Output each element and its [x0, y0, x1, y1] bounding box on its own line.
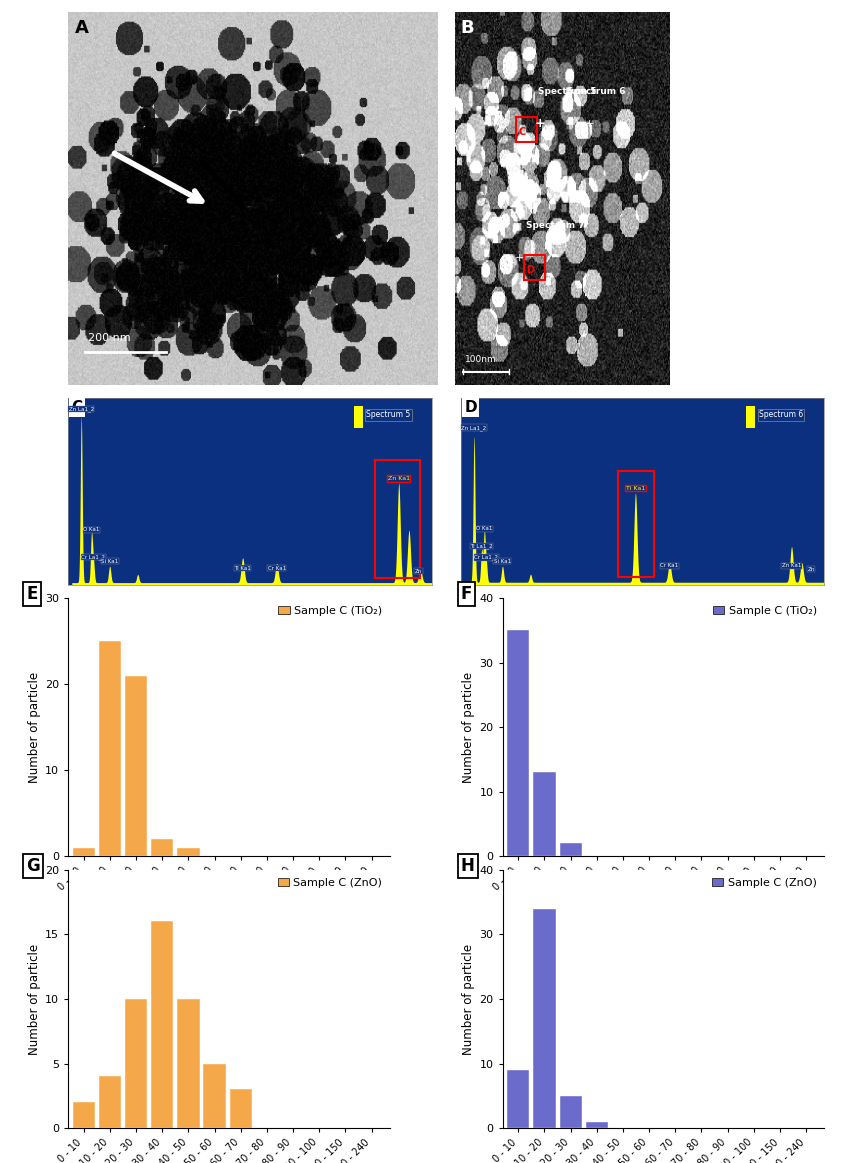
X-axis label: Short axis  (nm): Short axis (nm) [614, 909, 714, 922]
Bar [524, 256, 545, 280]
Bar [203, 1063, 226, 1128]
Text: Spectrum 7: Spectrum 7 [525, 221, 584, 230]
Bar [72, 848, 95, 856]
Y-axis label: Number of particle: Number of particle [462, 672, 475, 783]
Text: Spectrum 6: Spectrum 6 [567, 87, 626, 95]
Text: Cr La1_2: Cr La1_2 [82, 554, 105, 559]
Bar [178, 999, 200, 1128]
Bar [151, 921, 173, 1128]
Legend: Sample C (ZnO): Sample C (ZnO) [710, 876, 819, 890]
Text: 100nm: 100nm [465, 356, 497, 364]
Text: Cr La1_2: Cr La1_2 [474, 555, 498, 561]
Text: +: + [585, 119, 594, 129]
Text: Ti Ka1: Ti Ka1 [626, 486, 645, 491]
Y-axis label: Number of particle: Number of particle [28, 672, 41, 783]
Text: D: D [526, 265, 535, 274]
Bar [516, 117, 537, 142]
X-axis label: Long axis  (nm): Long axis (nm) [180, 909, 277, 922]
Text: Cr Ka1: Cr Ka1 [268, 566, 286, 571]
Text: Zn Ka1: Zn Ka1 [782, 563, 802, 569]
Bar [99, 1077, 121, 1128]
Text: Zn La1_2: Zn La1_2 [462, 424, 487, 430]
Y-axis label: Number of particle: Number of particle [28, 943, 41, 1055]
Bar [230, 1090, 252, 1128]
Text: Spectrum 5: Spectrum 5 [366, 411, 411, 420]
Y-axis label: cps/eV: cps/eV [438, 477, 447, 506]
Text: 200 nm: 200 nm [88, 333, 131, 343]
Bar [507, 1070, 530, 1128]
Y-axis label: Number of particle: Number of particle [462, 943, 475, 1055]
Bar [375, 461, 421, 578]
Bar [151, 840, 173, 856]
Text: F: F [461, 585, 472, 604]
Legend: Sample C (TiO₂): Sample C (TiO₂) [276, 604, 384, 618]
Bar [533, 908, 556, 1128]
Bar [746, 406, 756, 428]
Text: H: H [461, 857, 474, 875]
Legend: Sample C (ZnO): Sample C (ZnO) [275, 876, 384, 890]
Text: +: + [515, 252, 524, 263]
Bar [99, 641, 121, 856]
Text: Spectrum 5: Spectrum 5 [538, 87, 597, 95]
Text: D: D [464, 400, 477, 415]
Text: Si Ka1: Si Ka1 [494, 558, 511, 564]
Text: Si Ka1: Si Ka1 [101, 559, 118, 564]
Text: +: + [535, 117, 546, 130]
Text: Ti Ka1: Ti Ka1 [235, 566, 251, 571]
Text: Zn La1_2: Zn La1_2 [69, 406, 94, 412]
Text: Ti La1_2: Ti La1_2 [470, 543, 493, 549]
Text: G: G [26, 857, 40, 875]
Text: Spectrum 6: Spectrum 6 [759, 411, 803, 420]
Text: Zn: Zn [415, 569, 422, 573]
Text: Cr Ka1: Cr Ka1 [660, 563, 678, 569]
Bar [559, 843, 581, 856]
Bar [125, 999, 147, 1128]
Bar [533, 772, 556, 856]
Legend: Sample C (TiO₂): Sample C (TiO₂) [711, 604, 819, 618]
Bar [178, 848, 200, 856]
Text: C: C [518, 127, 526, 137]
Y-axis label: cps/eV: cps/eV [45, 477, 54, 506]
Bar [125, 676, 147, 856]
Bar [72, 1103, 95, 1128]
Text: O Ka1: O Ka1 [83, 527, 99, 533]
Text: O Ka1: O Ka1 [476, 526, 492, 531]
Text: E: E [26, 585, 37, 604]
Bar [586, 1121, 608, 1128]
Bar [354, 406, 363, 428]
Bar [507, 630, 530, 856]
Text: Zn: Zn [808, 566, 815, 572]
Text: C: C [71, 400, 82, 415]
Text: Zn Ka1: Zn Ka1 [388, 476, 410, 481]
Text: A: A [76, 19, 89, 37]
Text: B: B [461, 20, 474, 37]
Bar [618, 471, 654, 577]
Bar [559, 1096, 581, 1128]
